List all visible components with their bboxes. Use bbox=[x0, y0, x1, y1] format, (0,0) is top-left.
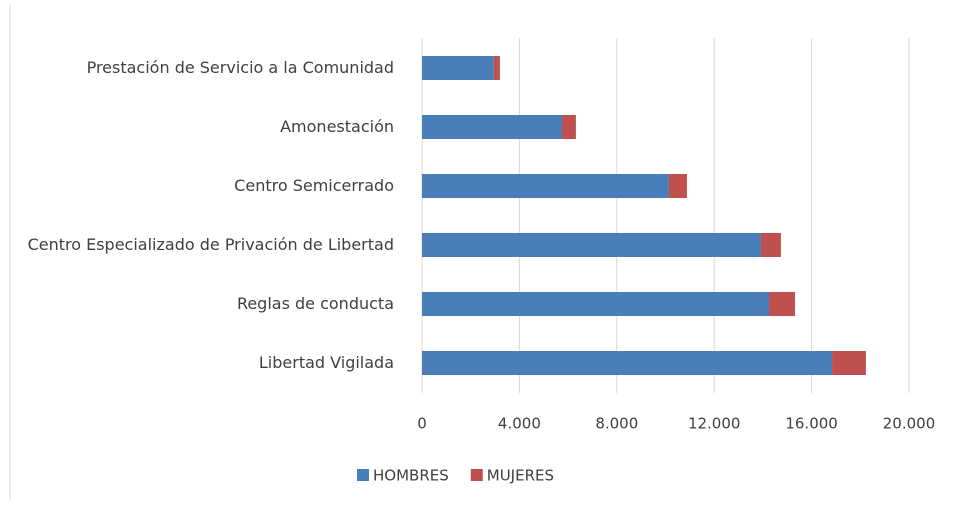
bar-segment bbox=[668, 174, 687, 198]
bar-segment bbox=[422, 174, 669, 198]
legend-swatch bbox=[470, 469, 483, 481]
bar-segment bbox=[562, 115, 576, 139]
x-tick-label: 12.000 bbox=[688, 415, 741, 433]
y-tick-label: Reglas de conducta bbox=[236, 294, 394, 313]
bar-segment bbox=[422, 351, 833, 375]
bar-segment bbox=[832, 351, 866, 375]
legend-label: HOMBRES bbox=[373, 467, 449, 485]
bar-segment bbox=[760, 233, 781, 257]
x-tick-label: 8.000 bbox=[595, 415, 638, 433]
bar-segment bbox=[493, 56, 500, 80]
legend-label: MUJERES bbox=[487, 467, 554, 485]
bar-segment bbox=[768, 292, 796, 316]
bar-segment bbox=[422, 56, 494, 80]
x-tick-label: 4.000 bbox=[498, 415, 541, 433]
y-tick-label: Prestación de Servicio a la Comunidad bbox=[86, 58, 394, 77]
x-tick-label: 0 bbox=[417, 415, 427, 433]
legend-swatch bbox=[357, 469, 369, 481]
bar-segment bbox=[422, 292, 769, 316]
y-tick-label: Amonestación bbox=[280, 117, 394, 136]
bar-segment bbox=[422, 233, 761, 257]
bar-segment bbox=[422, 115, 563, 139]
y-tick-label: Libertad Vigilada bbox=[258, 353, 394, 372]
y-tick-label: Centro Semicerrado bbox=[234, 176, 394, 195]
y-tick-label: Centro Especializado de Privación de Lib… bbox=[27, 235, 394, 254]
x-tick-label: 20.000 bbox=[883, 415, 936, 433]
x-tick-label: 16.000 bbox=[785, 415, 838, 433]
